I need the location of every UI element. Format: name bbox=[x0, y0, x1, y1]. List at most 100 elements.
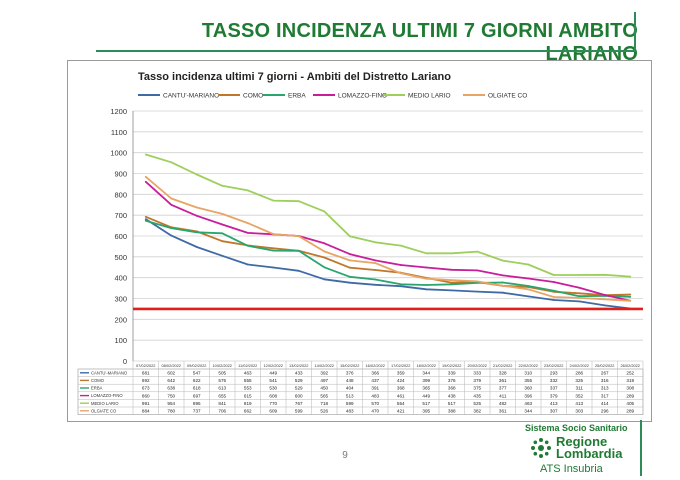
y-tick-label: 300 bbox=[114, 295, 127, 304]
table-cell: 433 bbox=[295, 371, 303, 376]
data-point bbox=[144, 218, 147, 221]
series-line bbox=[145, 181, 631, 302]
table-cell: 310 bbox=[524, 371, 532, 376]
data-point bbox=[246, 244, 249, 247]
data-point bbox=[221, 213, 224, 215]
data-point bbox=[603, 298, 606, 301]
table-cell: 355 bbox=[524, 378, 532, 383]
x-tick-label: 16/02/2022 bbox=[366, 363, 385, 368]
data-point bbox=[603, 304, 606, 307]
legend-label: COMO bbox=[243, 93, 263, 100]
table-cell: 860 bbox=[142, 393, 150, 398]
data-point bbox=[603, 294, 606, 296]
data-point bbox=[629, 295, 632, 298]
table-cell: 463 bbox=[244, 371, 252, 376]
data-point bbox=[527, 285, 530, 287]
data-point bbox=[144, 215, 147, 218]
table-cell: 638 bbox=[167, 386, 175, 391]
table-cell: 391 bbox=[371, 386, 379, 391]
table-cell: 750 bbox=[167, 393, 175, 398]
data-point bbox=[374, 283, 377, 286]
x-tick-label: 15/02/2022 bbox=[340, 363, 359, 368]
data-point bbox=[170, 161, 173, 164]
table-cell: 706 bbox=[218, 409, 226, 414]
table-cell: 599 bbox=[295, 409, 303, 414]
series-line bbox=[145, 219, 631, 298]
table-row-label: CANTU'-MARIANO bbox=[91, 370, 128, 375]
data-point bbox=[221, 240, 224, 243]
table-cell: 991 bbox=[142, 401, 150, 406]
data-point bbox=[552, 289, 555, 292]
table-cell: 376 bbox=[448, 378, 456, 383]
x-tick-label: 25/02/2022 bbox=[595, 363, 614, 368]
table-cell: 541 bbox=[269, 378, 277, 383]
x-tick-label: 14/02/2022 bbox=[315, 363, 334, 368]
data-point bbox=[552, 281, 555, 283]
table-cell: 615 bbox=[244, 393, 252, 398]
data-point bbox=[476, 280, 479, 283]
x-tick-label: 11/02/2022 bbox=[238, 363, 257, 368]
table-cell: 622 bbox=[193, 378, 201, 383]
data-point bbox=[425, 288, 428, 291]
chart-frame: Tasso incidenza ultimi 7 giorni - Ambiti… bbox=[67, 60, 652, 422]
table-cell: 553 bbox=[244, 386, 252, 391]
logo-system-label: Sistema Socio Sanitario bbox=[525, 423, 628, 433]
data-point bbox=[323, 250, 326, 253]
chart-y-axis: 0 100 200 300 400 500 600 700 800 900 1000 1100 1200 bbox=[110, 107, 134, 366]
table-cell: 602 bbox=[167, 371, 175, 376]
table-cell: 767 bbox=[295, 401, 303, 406]
incidence-line-chart: Tasso incidenza ultimi 7 giorni - Ambiti… bbox=[77, 71, 644, 415]
data-point bbox=[374, 262, 377, 264]
table-cell: 421 bbox=[397, 409, 405, 414]
table-cell: 438 bbox=[448, 393, 456, 398]
rosa-camuna-logo-icon bbox=[531, 438, 551, 458]
data-point bbox=[501, 259, 504, 262]
table-cell: 317 bbox=[601, 393, 609, 398]
data-point bbox=[450, 283, 453, 286]
x-tick-label: 26/02/2022 bbox=[621, 363, 640, 368]
data-point bbox=[425, 266, 428, 269]
chart-series bbox=[133, 153, 643, 311]
x-tick-label: 24/02/2022 bbox=[570, 363, 589, 368]
data-point bbox=[578, 300, 581, 303]
table-cell: 392 bbox=[320, 371, 328, 376]
table-cell: 450 bbox=[320, 386, 328, 391]
table-cell: 841 bbox=[218, 401, 226, 406]
data-point bbox=[246, 231, 249, 234]
table-cell: 303 bbox=[575, 409, 583, 414]
table-cell: 368 bbox=[397, 386, 405, 391]
page-number: 9 bbox=[342, 450, 348, 461]
table-cell: 337 bbox=[550, 386, 558, 391]
data-point bbox=[425, 252, 428, 255]
table-cell: 554 bbox=[397, 401, 405, 406]
data-point bbox=[527, 288, 530, 291]
data-point bbox=[144, 219, 147, 222]
table-cell: 575 bbox=[218, 378, 226, 383]
x-tick-label: 13/02/2022 bbox=[289, 363, 308, 368]
table-cell: 325 bbox=[575, 378, 583, 383]
data-point bbox=[399, 272, 402, 275]
data-point bbox=[527, 295, 530, 298]
x-tick-label: 21/02/2022 bbox=[493, 363, 512, 368]
legend-label: LOMAZZO-FINO bbox=[338, 93, 387, 100]
data-point bbox=[399, 285, 402, 288]
table-cell: 526 bbox=[320, 409, 328, 414]
chart-title: Tasso incidenza ultimi 7 giorni - Ambiti… bbox=[138, 71, 451, 83]
table-cell: 673 bbox=[142, 386, 150, 391]
y-tick-label: 1200 bbox=[110, 107, 127, 116]
data-point bbox=[348, 259, 351, 262]
data-point bbox=[450, 279, 453, 282]
data-point bbox=[246, 189, 249, 192]
table-cell: 609 bbox=[269, 409, 277, 414]
y-tick-label: 700 bbox=[114, 211, 127, 220]
table-cell: 252 bbox=[626, 371, 634, 376]
table-row-label: OLGIATE CO bbox=[91, 408, 117, 413]
y-tick-label: 1000 bbox=[110, 149, 127, 158]
table-row-label: COMO bbox=[91, 378, 105, 383]
data-point bbox=[552, 299, 555, 301]
data-point bbox=[425, 277, 428, 280]
data-point bbox=[552, 274, 555, 276]
table-cell: 395 bbox=[422, 409, 430, 414]
series-line bbox=[145, 215, 631, 297]
table-cell: 599 bbox=[346, 401, 354, 406]
